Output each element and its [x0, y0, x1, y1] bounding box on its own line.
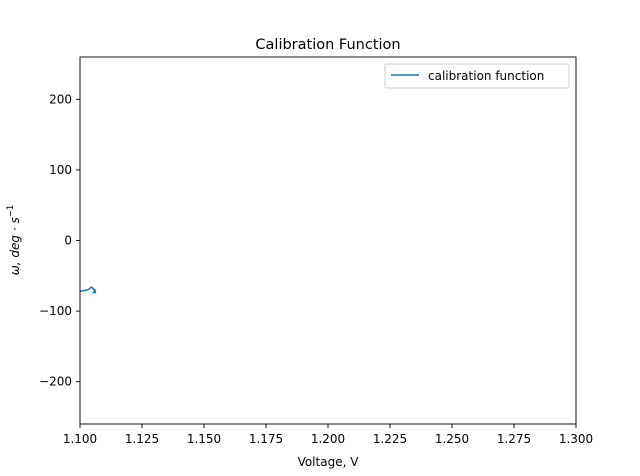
- x-tick-label: 1.275: [497, 432, 531, 446]
- y-axis-label: ω, deg · s−1: [6, 205, 22, 276]
- y-tick-label: 200: [49, 92, 72, 106]
- x-axis-ticks: 1.100 1.125 1.150 1.175 1.200 1.225 1.250 1.275…: [63, 424, 593, 446]
- y-tick-label: 100: [49, 163, 72, 177]
- x-tick-label: 1.300: [559, 432, 593, 446]
- plot-area: [79, 56, 577, 425]
- series-layer: [79, 286, 97, 294]
- x-tick-label: 1.150: [187, 432, 221, 446]
- legend-box: [384, 63, 570, 89]
- y-tick-label: 0: [64, 234, 72, 248]
- chart-title: Calibration Function: [255, 37, 400, 53]
- x-tick-label: 1.175: [249, 432, 283, 446]
- x-axis-label: Voltage, V: [298, 455, 360, 469]
- x-tick-label: 1.225: [373, 432, 407, 446]
- y-tick-label: −100: [39, 304, 72, 318]
- y-tick-label: −200: [39, 375, 72, 389]
- x-tick-label: 1.125: [125, 432, 159, 446]
- series-line-calibration-function: [79, 286, 97, 294]
- plot-background: [80, 57, 576, 424]
- y-axis-ticks: 200 100 0 −100 −200: [39, 92, 80, 389]
- x-tick-label: 1.200: [311, 432, 345, 446]
- x-tick-label: 1.250: [435, 432, 469, 446]
- legend-label-calibration-function: calibration function: [428, 69, 544, 83]
- legend: calibration function: [384, 63, 570, 89]
- x-tick-label: 1.100: [63, 432, 97, 446]
- y-axis-label-main: ω, deg · s: [8, 217, 22, 275]
- y-axis-label-superscript: −1: [6, 205, 16, 218]
